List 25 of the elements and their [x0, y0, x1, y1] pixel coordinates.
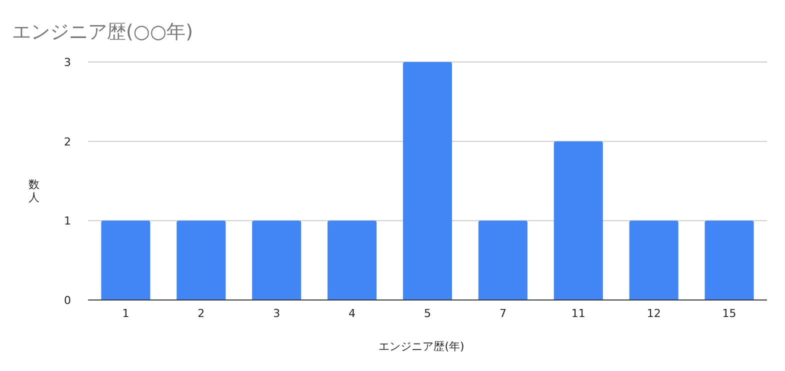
- x-axis-title: エンジニア歴(年): [378, 340, 464, 353]
- y-tick-label: 2: [64, 135, 71, 148]
- x-tick-label: 3: [273, 307, 280, 320]
- x-tick-label: 5: [424, 307, 431, 320]
- bar: [252, 220, 302, 300]
- bar: [402, 62, 452, 300]
- y-tick-label: 3: [64, 56, 71, 69]
- bar: [176, 220, 226, 300]
- x-tick-label: 4: [348, 307, 356, 320]
- x-tick-label: 7: [499, 307, 506, 320]
- y-axis-title: 数人: [28, 178, 40, 204]
- x-tick-label: 11: [571, 307, 586, 320]
- x-tick-label: 1: [122, 307, 130, 320]
- bar: [629, 220, 678, 300]
- bar: [478, 220, 528, 300]
- chart-title: エンジニア歴(○○年): [12, 21, 193, 43]
- bar: [554, 141, 603, 300]
- bar: [328, 220, 377, 300]
- x-tick-label: 12: [646, 307, 661, 320]
- x-tick-label: 2: [198, 307, 205, 320]
- x-tick-label: 15: [722, 307, 736, 320]
- y-tick-label: 1: [64, 214, 71, 228]
- y-tick-label: 0: [64, 294, 71, 307]
- bar: [101, 220, 150, 300]
- bar: [704, 220, 754, 300]
